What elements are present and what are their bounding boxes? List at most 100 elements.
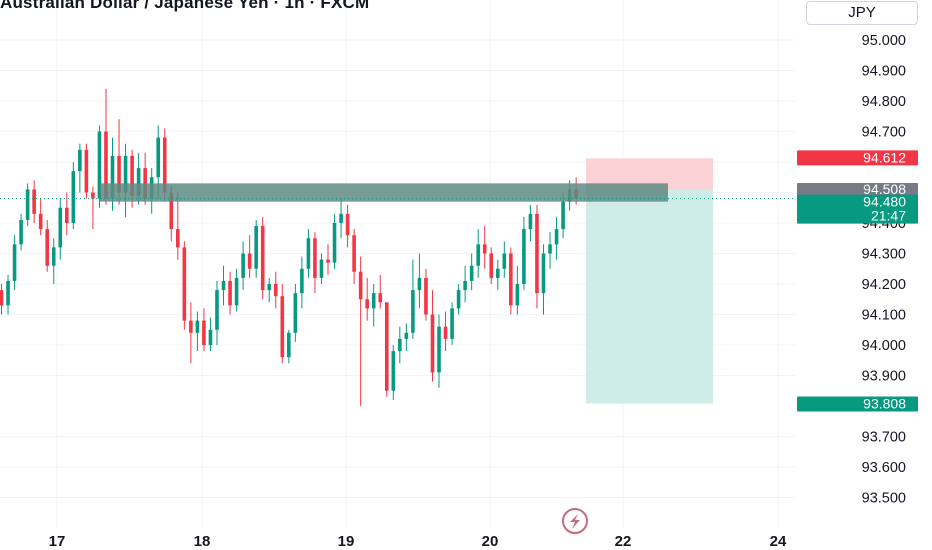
price-badge-label: 93.808 (863, 396, 906, 412)
candle-body (117, 155, 121, 193)
price-badge-label: 94.612 (863, 149, 906, 165)
candle-body (456, 290, 461, 309)
candle-body (398, 338, 402, 352)
price-badge (797, 194, 918, 210)
price-badge-label: 94.508 (863, 181, 906, 197)
candle-body (365, 299, 369, 309)
price-badge (797, 396, 918, 412)
candle-body (97, 131, 102, 199)
chart-title: Australian Dollar / Japanese Yen · 1h · … (0, 0, 370, 12)
candle-body (306, 238, 311, 269)
candle-body (267, 284, 272, 291)
x-tick-label: 24 (770, 533, 787, 550)
candle-body (463, 280, 467, 291)
candle-body (202, 320, 206, 345)
candle-body (313, 238, 317, 278)
candle-body (176, 229, 180, 248)
y-tick-label: 94.300 (862, 247, 906, 263)
candle-body (293, 293, 298, 333)
candle-body (38, 213, 43, 230)
resistance-zone[interactable] (100, 183, 668, 202)
candle-body (332, 223, 337, 263)
candle-body (345, 213, 350, 236)
y-tick-label: 94.900 (862, 64, 906, 80)
candle-body (182, 247, 187, 321)
candle-body (443, 326, 448, 339)
candle-body (287, 332, 291, 358)
candle-body (384, 302, 389, 391)
price-axis[interactable]: 95.00094.90094.80094.70094.40094.30094.2… (862, 33, 906, 507)
candle-body (535, 213, 539, 294)
candle-body (221, 280, 226, 291)
price-badge (797, 150, 918, 166)
candle-body (541, 253, 546, 294)
x-tick-label: 18 (194, 533, 211, 550)
candle-body (0, 290, 4, 306)
x-tick-label: 20 (482, 533, 499, 550)
lightning-icon[interactable] (562, 508, 588, 534)
time-axis[interactable]: 17 18 19 20 22 24 (49, 533, 787, 550)
candle-body (189, 320, 193, 333)
y-tick-label: 95.000 (862, 33, 906, 49)
candle-body (25, 189, 30, 220)
x-tick-label: 22 (615, 533, 632, 550)
candle-body (495, 268, 500, 278)
candle-body (554, 229, 559, 245)
x-tick-label: 19 (338, 533, 355, 550)
candle-body (51, 247, 56, 266)
candle-body (339, 213, 343, 223)
candles (0, 88, 578, 406)
y-tick-label: 94.000 (862, 338, 906, 354)
candle-body (411, 290, 415, 333)
take-profit-zone[interactable] (586, 190, 713, 404)
candle-body (169, 192, 174, 230)
candle-body (104, 131, 108, 199)
candle-body (548, 244, 552, 254)
candle-body (273, 284, 278, 297)
candle-body (469, 265, 474, 281)
candle-body (162, 137, 167, 193)
candle-body (358, 271, 363, 300)
y-tick-label: 94.200 (862, 277, 906, 293)
candle-body (319, 259, 324, 278)
y-tick-label: 93.700 (862, 430, 906, 446)
candle-body (489, 253, 494, 278)
candle-body (208, 329, 213, 345)
candle-body (110, 155, 115, 199)
candle-body (6, 280, 10, 306)
candle-body (241, 253, 245, 278)
currency-button[interactable]: JPY (806, 1, 918, 25)
candle-body (123, 155, 128, 193)
candle-body (300, 268, 304, 294)
candle-body (515, 284, 520, 306)
candle-body (424, 277, 428, 315)
candle-body (502, 253, 507, 269)
candle-body (65, 207, 69, 223)
y-tick-label: 94.700 (862, 125, 906, 141)
candle-body (326, 259, 330, 263)
candle-body (254, 226, 258, 269)
candle-body (430, 314, 435, 373)
price-badge (797, 208, 918, 224)
candle-body (476, 244, 480, 266)
candle-body (482, 244, 487, 254)
candle-body (260, 226, 265, 291)
y-tick-label: 93.500 (862, 491, 906, 507)
y-tick-label: 94.100 (862, 308, 906, 324)
price-badge (797, 183, 918, 198)
candle-body (228, 280, 232, 306)
candle-body (195, 320, 200, 333)
candle-body (371, 293, 376, 309)
candle-body (234, 277, 239, 306)
price-badge-label: 21:47 (871, 208, 906, 224)
candle-body (71, 171, 76, 223)
candle-body (136, 168, 141, 196)
price-badge-label: 94.480 (863, 194, 906, 210)
candle-body (91, 192, 95, 199)
candle-body (352, 235, 356, 272)
candle-body (130, 155, 134, 196)
candle-body (280, 296, 285, 358)
candle-body (78, 149, 82, 172)
